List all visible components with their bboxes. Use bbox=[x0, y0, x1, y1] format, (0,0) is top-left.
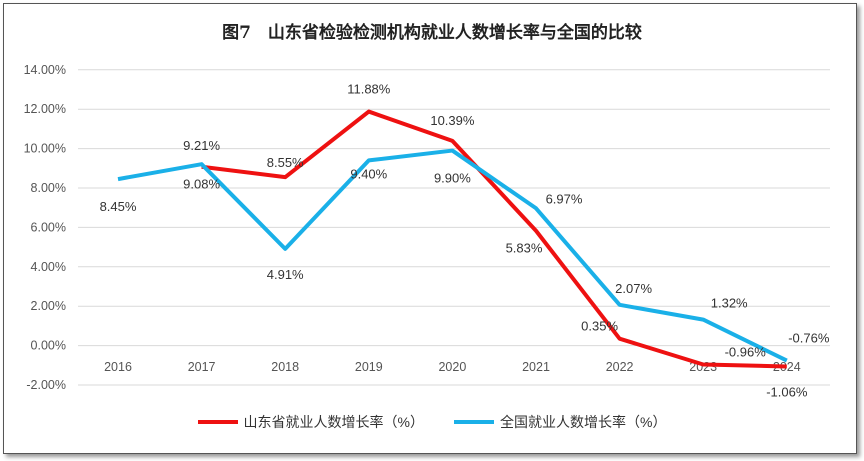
data-label: 9.90% bbox=[434, 171, 471, 186]
data-label: 0.35% bbox=[581, 319, 618, 334]
legend-label: 全国就业人数增长率（%） bbox=[500, 414, 667, 430]
x-tick-label: 2020 bbox=[438, 360, 466, 374]
series-line bbox=[201, 109, 787, 369]
data-label: 2.07% bbox=[615, 281, 652, 296]
data-label: -0.76% bbox=[788, 331, 830, 346]
x-tick-label: 2021 bbox=[522, 360, 550, 374]
data-label: 8.55% bbox=[267, 155, 304, 170]
data-label: 5.83% bbox=[506, 241, 543, 256]
data-label: 6.97% bbox=[546, 191, 583, 206]
data-label: 10.39% bbox=[430, 113, 475, 128]
legend-swatch bbox=[454, 420, 494, 424]
chart-title: 图7 山东省检验检测机构就业人数增长率与全国的比较 bbox=[222, 23, 642, 43]
y-tick-label: 6.00% bbox=[31, 220, 66, 234]
data-label: 9.21% bbox=[183, 138, 220, 153]
x-tick-label: 2016 bbox=[104, 360, 132, 374]
x-tick-label: 2019 bbox=[355, 360, 383, 374]
data-label: -1.06% bbox=[766, 384, 808, 399]
y-tick-label: 10.00% bbox=[24, 142, 66, 156]
data-label: 1.32% bbox=[711, 296, 748, 311]
y-tick-label: -2.00% bbox=[26, 378, 66, 392]
x-tick-label: 2018 bbox=[271, 360, 299, 374]
legend-item-national: 全国就业人数增长率（%） bbox=[454, 412, 666, 432]
y-tick-label: 12.00% bbox=[24, 102, 66, 116]
data-label: 11.88% bbox=[347, 82, 391, 97]
data-label: 8.45% bbox=[100, 199, 137, 214]
y-tick-label: 4.00% bbox=[31, 260, 66, 274]
legend-swatch bbox=[197, 420, 238, 424]
legend-label: 山东省就业人数增长率（%） bbox=[243, 414, 424, 430]
legend: 山东省就业人数增长率（%） 全国就业人数增长率（%） bbox=[0, 412, 864, 432]
x-tick-label: 2017 bbox=[188, 360, 216, 374]
data-label: 4.91% bbox=[267, 267, 304, 282]
x-tick-label: 2022 bbox=[606, 360, 634, 374]
series-line bbox=[117, 148, 788, 363]
x-tick-label: 2024 bbox=[773, 360, 801, 374]
data-label: 9.08% bbox=[183, 177, 220, 192]
legend-item-shandong: 山东省就业人数增长率（%） bbox=[197, 412, 424, 432]
chart-frame bbox=[3, 3, 857, 454]
data-label: 9.40% bbox=[350, 166, 387, 181]
y-tick-label: 14.00% bbox=[24, 63, 66, 77]
y-tick-label: 0.00% bbox=[31, 339, 66, 353]
y-tick-label: 2.00% bbox=[31, 299, 66, 313]
data-label: -0.96% bbox=[725, 345, 767, 360]
y-tick-label: 8.00% bbox=[31, 181, 66, 195]
